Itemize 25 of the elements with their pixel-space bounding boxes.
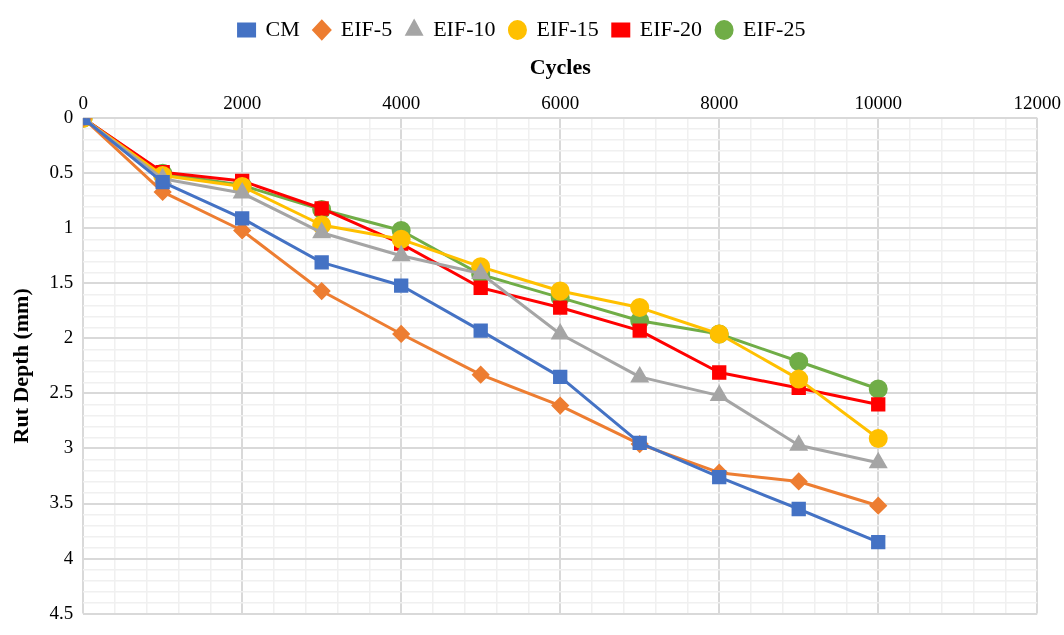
y-tick-label: 4.5 <box>49 601 74 623</box>
x-tick-label: 2000 <box>223 91 262 113</box>
x-tick-label: 12000 <box>1013 91 1061 113</box>
legend-label: EIF-25 <box>743 15 806 41</box>
legend-label: CM <box>265 15 300 41</box>
y-tick-label: 4 <box>63 546 74 568</box>
y-axis-title: Rut Depth (mm) <box>7 288 33 444</box>
y-tick-label: 2 <box>63 326 74 348</box>
x-tick-label: 0 <box>78 91 88 113</box>
y-tick-label: 2.5 <box>49 381 74 403</box>
legend-label: EIF-10 <box>433 15 496 41</box>
x-axis-title: Cycles <box>529 53 592 79</box>
legend-label: EIF-20 <box>639 15 703 41</box>
y-tick-label: 1.5 <box>49 271 74 293</box>
y-tick-label: 0 <box>63 106 74 128</box>
y-tick-label: 3.5 <box>49 491 74 513</box>
y-tick-label: 0.5 <box>49 161 74 183</box>
legend-label: EIF-5 <box>340 15 393 41</box>
legend-label: EIF-15 <box>536 15 599 41</box>
x-tick-label: 6000 <box>541 91 580 113</box>
y-tick-label: 3 <box>63 436 74 458</box>
y-tick-label: 1 <box>63 216 74 238</box>
x-tick-label: 4000 <box>382 91 421 113</box>
x-tick-label: 8000 <box>700 91 739 113</box>
x-tick-label: 10000 <box>854 91 902 113</box>
